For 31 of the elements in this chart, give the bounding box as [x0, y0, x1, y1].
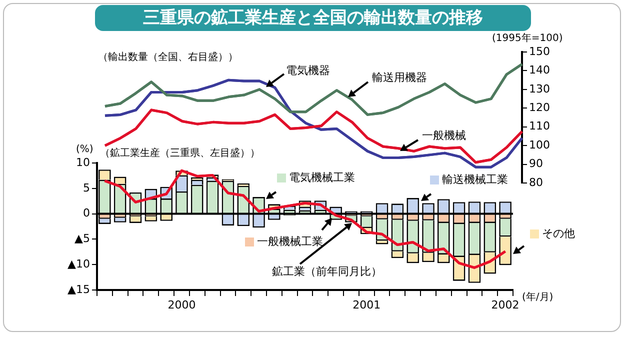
- legend-label: 輸送機械工業: [442, 172, 508, 186]
- y-tick-label: ▲10: [68, 257, 90, 270]
- y-tick-label: ▲15: [68, 282, 90, 296]
- x-tick-label: 2001: [352, 298, 381, 312]
- y-tick-label: ▲5: [74, 232, 90, 246]
- y-tick-label: 140: [529, 64, 550, 77]
- y-tick-label: 80: [529, 176, 543, 189]
- y-tick-label: 110: [529, 120, 550, 133]
- text: 鉱工業（前年同月比）: [272, 264, 382, 278]
- series-label: 一般機械: [422, 128, 466, 142]
- x-tick-label: 2002: [491, 298, 520, 312]
- series-label: 電気機器: [286, 64, 330, 77]
- x-tick-label: 2000: [168, 298, 196, 312]
- y-tick-label: 5: [83, 181, 90, 194]
- series-label: 輸送用機器: [372, 70, 427, 84]
- text: (%): [76, 144, 94, 156]
- y-tick-label: 100: [529, 138, 550, 152]
- y-tick-label: 120: [529, 101, 550, 114]
- text: (年/月): [522, 292, 554, 304]
- legend-label: 一般機械工業: [257, 234, 323, 248]
- y-tick-label: 90: [529, 157, 543, 170]
- chart-title: 三重県の鉱工業生産と全国の輸出数量の推移: [95, 5, 531, 31]
- y-tick-label: 0: [83, 206, 90, 220]
- legend-label: その他: [542, 226, 575, 240]
- y-tick-label: 10: [76, 156, 90, 169]
- legend-label: 電気機械工業: [289, 170, 355, 184]
- annotation: （輸出数量（全国、右目盛））: [98, 52, 238, 64]
- y-tick-label: 150: [529, 44, 550, 58]
- y-tick-label: 130: [529, 82, 550, 96]
- text: (1995年=100): [492, 33, 563, 45]
- annotation: （鉱工業生産（三重県、左目盛））: [100, 148, 260, 160]
